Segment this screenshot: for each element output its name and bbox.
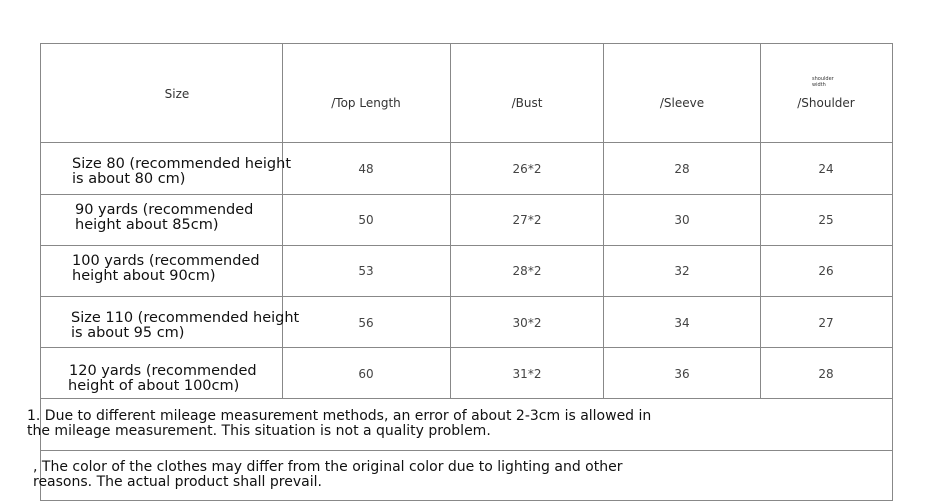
divider: [603, 43, 604, 399]
header-shoulder: /Shoulder: [797, 96, 855, 110]
header-shoulder-note: shoulder: [812, 76, 834, 82]
top-length-value: 50: [358, 213, 374, 227]
shoulder-value: 27: [818, 316, 834, 330]
header-sleeve: /Sleeve: [659, 96, 705, 110]
bust-value: 28*2: [512, 264, 542, 278]
divider: [40, 142, 893, 143]
note-text: , The color of the clothes may differ fr…: [33, 459, 623, 475]
note-text: reasons. The actual product shall prevai…: [33, 474, 322, 490]
bust-value: 31*2: [512, 367, 542, 381]
divider: [892, 43, 893, 501]
top-length-value: 48: [358, 162, 374, 176]
size-label: Size 110 (recommended height: [71, 310, 300, 326]
divider: [40, 43, 893, 44]
header-top-length: /Top Length: [331, 96, 401, 110]
top-length-value: 56: [358, 316, 374, 330]
sleeve-value: 32: [674, 264, 690, 278]
divider: [40, 450, 893, 451]
divider: [40, 245, 893, 246]
size-label: height about 85cm): [75, 217, 219, 233]
divider: [40, 500, 893, 501]
divider: [40, 398, 893, 399]
top-length-value: 53: [358, 264, 374, 278]
shoulder-value: 24: [818, 162, 834, 176]
size-label: is about 95 cm): [71, 325, 185, 341]
divider: [40, 194, 893, 195]
sleeve-value: 28: [674, 162, 690, 176]
shoulder-value: 28: [818, 367, 834, 381]
size-label: height of about 100cm): [68, 378, 240, 394]
header-shoulder-note: width: [812, 82, 826, 88]
size-label: 90 yards (recommended: [75, 202, 254, 218]
bust-value: 27*2: [512, 213, 542, 227]
divider: [760, 43, 761, 399]
shoulder-value: 25: [818, 213, 834, 227]
header-bust: /Bust: [511, 96, 543, 110]
divider: [40, 347, 893, 348]
size-label: height about 90cm): [72, 268, 216, 284]
size-label: 100 yards (recommended: [72, 253, 260, 269]
size-label: is about 80 cm): [72, 171, 186, 187]
note-text: 1. Due to different mileage measurement …: [27, 408, 652, 424]
bust-value: 26*2: [512, 162, 542, 176]
divider: [40, 296, 893, 297]
divider: [450, 43, 451, 399]
divider: [40, 43, 41, 501]
divider: [282, 43, 283, 399]
sleeve-value: 34: [674, 316, 690, 330]
note-text: the mileage measurement. This situation …: [27, 423, 491, 439]
top-length-value: 60: [358, 367, 374, 381]
shoulder-value: 26: [818, 264, 834, 278]
size-label: Size 80 (recommended height: [72, 156, 292, 172]
bust-value: 30*2: [512, 316, 542, 330]
size-label: 120 yards (recommended: [69, 363, 257, 379]
sleeve-value: 30: [674, 213, 690, 227]
sleeve-value: 36: [674, 367, 690, 381]
header-size: Size: [164, 87, 190, 101]
